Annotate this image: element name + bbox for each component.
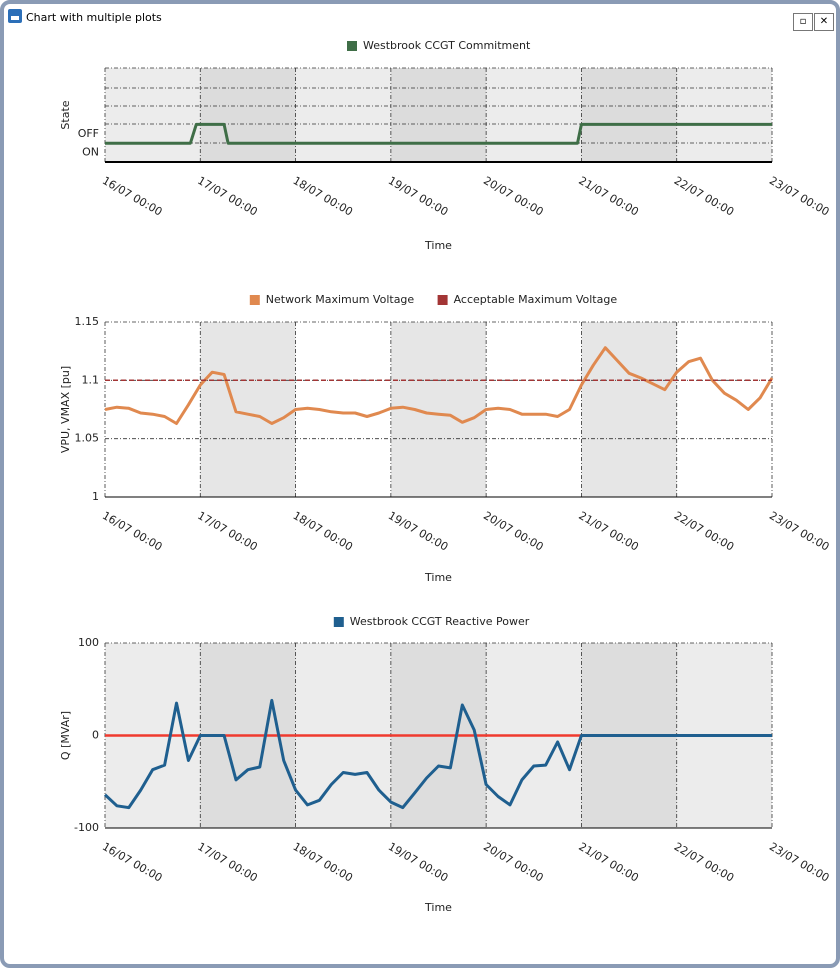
- y-tick-label: OFF: [78, 127, 99, 140]
- x-tick-label: 23/07 00:00: [767, 840, 831, 885]
- x-tick-label: 22/07 00:00: [672, 509, 736, 554]
- y-tick-label: 100: [78, 636, 99, 649]
- y-tick-label: 1: [92, 490, 99, 503]
- y-tick-label: 1.1: [82, 373, 100, 386]
- legend-label: Westbrook CCGT Commitment: [363, 39, 531, 52]
- x-tick-label: 17/07 00:00: [195, 174, 259, 219]
- x-tick-label: 22/07 00:00: [672, 174, 736, 219]
- close-button[interactable]: ✕: [814, 13, 834, 31]
- y-tick-label: -100: [74, 821, 99, 834]
- x-tick-label: 18/07 00:00: [291, 509, 355, 554]
- x-tick-label: 16/07 00:00: [100, 509, 164, 554]
- series-line: [105, 122, 772, 145]
- x-tick-label: 18/07 00:00: [291, 840, 355, 885]
- x-tick-label: 20/07 00:00: [481, 174, 545, 219]
- legend-swatch: [437, 295, 448, 305]
- x-tick-label: 21/07 00:00: [576, 509, 640, 554]
- x-axis-label: Time: [424, 901, 452, 914]
- x-tick-label: 16/07 00:00: [100, 174, 164, 219]
- legend-label: Network Maximum Voltage: [266, 293, 415, 306]
- day-band: [390, 68, 487, 162]
- legend-label: Westbrook CCGT Reactive Power: [350, 615, 530, 628]
- y-axis-label: VPU, VMAX [pu]: [59, 366, 72, 453]
- x-tick-label: 21/07 00:00: [576, 840, 640, 885]
- y-tick-label: 1.05: [75, 432, 100, 445]
- series-line: [104, 346, 774, 425]
- day-band: [390, 322, 487, 497]
- app-icon: [8, 9, 22, 23]
- legend-label: Acceptable Maximum Voltage: [454, 293, 618, 306]
- legend-swatch: [333, 617, 344, 627]
- x-tick-label: 17/07 00:00: [195, 840, 259, 885]
- x-tick-label: 19/07 00:00: [386, 174, 450, 219]
- day-band: [200, 322, 296, 497]
- y-axis-label: Q [MVAr]: [59, 711, 72, 760]
- x-tick-label: 18/07 00:00: [291, 174, 355, 219]
- day-band: [200, 68, 296, 162]
- series-line: [103, 698, 772, 810]
- x-tick-label: 19/07 00:00: [386, 509, 450, 554]
- x-tick-label: 23/07 00:00: [767, 509, 831, 554]
- x-tick-label: 20/07 00:00: [481, 840, 545, 885]
- y-tick-label: 0: [92, 729, 99, 742]
- x-tick-label: 22/07 00:00: [672, 840, 736, 885]
- legend-swatch: [249, 295, 260, 305]
- x-tick-label: 20/07 00:00: [481, 509, 545, 554]
- day-band: [581, 322, 677, 497]
- x-tick-label: 21/07 00:00: [576, 174, 640, 219]
- window-title: Chart with multiple plots: [26, 11, 162, 24]
- x-axis-label: Time: [424, 239, 452, 252]
- x-tick-label: 17/07 00:00: [195, 509, 259, 554]
- maximize-button[interactable]: ▫: [793, 13, 813, 31]
- y-tick-label: 1.15: [75, 315, 100, 328]
- day-band: [581, 68, 677, 162]
- x-tick-label: 23/07 00:00: [767, 174, 831, 219]
- legend-swatch: [347, 41, 357, 51]
- x-tick-label: 19/07 00:00: [386, 840, 450, 885]
- y-tick-label: ON: [82, 146, 99, 159]
- x-tick-label: 16/07 00:00: [100, 840, 164, 885]
- y-axis-label: State: [59, 100, 72, 129]
- x-axis-label: Time: [424, 571, 452, 584]
- title-bar: Chart with multiple plots ▫ ✕: [4, 4, 836, 32]
